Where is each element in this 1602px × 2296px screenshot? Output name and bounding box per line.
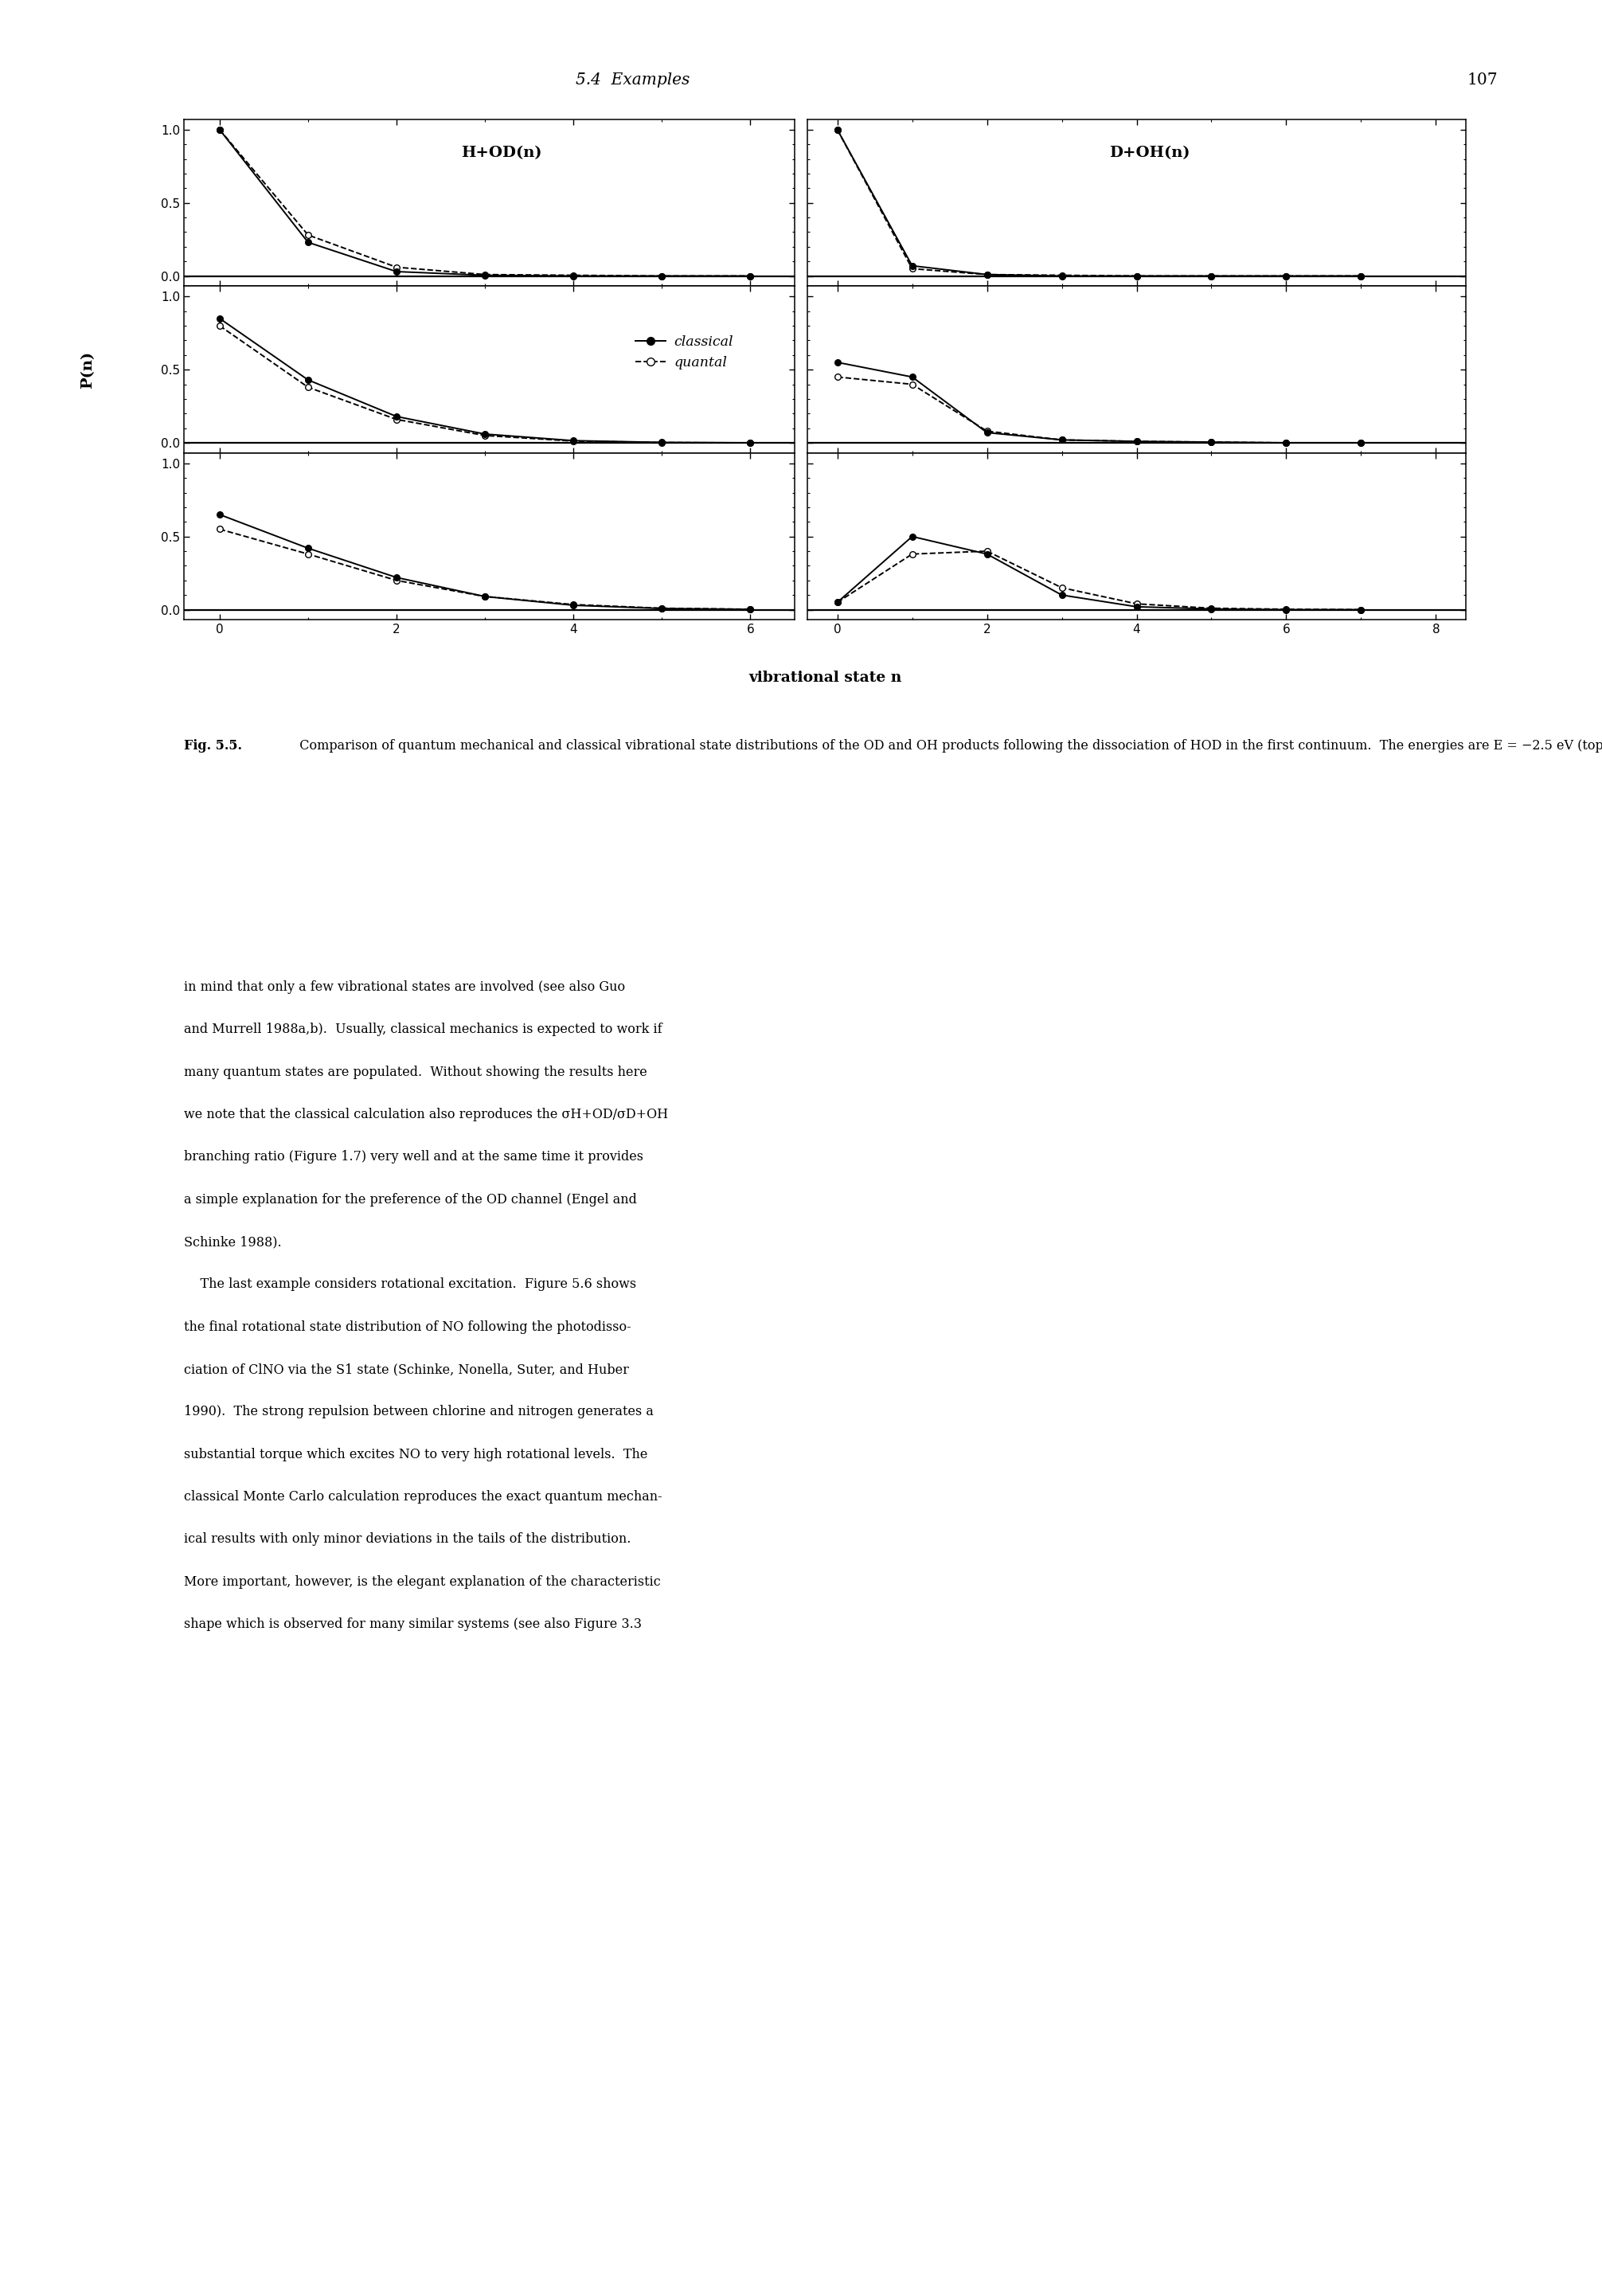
Text: ical results with only minor deviations in the tails of the distribution.: ical results with only minor deviations … (184, 1534, 631, 1545)
Text: D+OH(n): D+OH(n) (1109, 147, 1190, 161)
Text: a simple explanation for the preference of the OD channel (Engel and: a simple explanation for the preference … (184, 1194, 638, 1205)
Text: Schinke 1988).: Schinke 1988). (184, 1235, 282, 1249)
Text: More important, however, is the elegant explanation of the characteristic: More important, however, is the elegant … (184, 1575, 662, 1589)
Text: Fig. 5.5.: Fig. 5.5. (184, 739, 242, 753)
Text: the final rotational state distribution of NO following the photodisso-: the final rotational state distribution … (184, 1320, 631, 1334)
Text: substantial torque which excites NO to very high rotational levels.  The: substantial torque which excites NO to v… (184, 1449, 647, 1460)
Text: 1990).  The strong repulsion between chlorine and nitrogen generates a: 1990). The strong repulsion between chlo… (184, 1405, 654, 1419)
Legend: classical, quantal: classical, quantal (630, 331, 739, 374)
Text: shape which is observed for many similar systems (see also Figure 3.3: shape which is observed for many similar… (184, 1616, 642, 1630)
Text: vibrational state n: vibrational state n (748, 670, 902, 684)
Text: branching ratio (Figure 1.7) very well and at the same time it provides: branching ratio (Figure 1.7) very well a… (184, 1150, 644, 1164)
Text: and Murrell 1988a,b).  Usually, classical mechanics is expected to work if: and Murrell 1988a,b). Usually, classical… (184, 1024, 663, 1035)
Text: many quantum states are populated.  Without showing the results here: many quantum states are populated. Witho… (184, 1065, 647, 1079)
Text: we note that the classical calculation also reproduces the σH+OD/σD+OH: we note that the classical calculation a… (184, 1109, 668, 1120)
Text: 107: 107 (1467, 71, 1498, 87)
Text: in mind that only a few vibrational states are involved (see also Guo: in mind that only a few vibrational stat… (184, 980, 625, 994)
Text: ciation of ClNO via the S1 state (Schinke, Nonella, Suter, and Huber: ciation of ClNO via the S1 state (Schink… (184, 1364, 630, 1375)
Text: Comparison of quantum mechanical and classical vibrational state distributions o: Comparison of quantum mechanical and cla… (292, 739, 1602, 753)
Text: H+OD(n): H+OD(n) (461, 147, 541, 161)
Text: classical Monte Carlo calculation reproduces the exact quantum mechan-: classical Monte Carlo calculation reprod… (184, 1490, 663, 1504)
Text: The last example considers rotational excitation.  Figure 5.6 shows: The last example considers rotational ex… (184, 1279, 636, 1290)
Text: 5.4  Examples: 5.4 Examples (575, 71, 690, 87)
Text: P(n): P(n) (82, 351, 95, 388)
